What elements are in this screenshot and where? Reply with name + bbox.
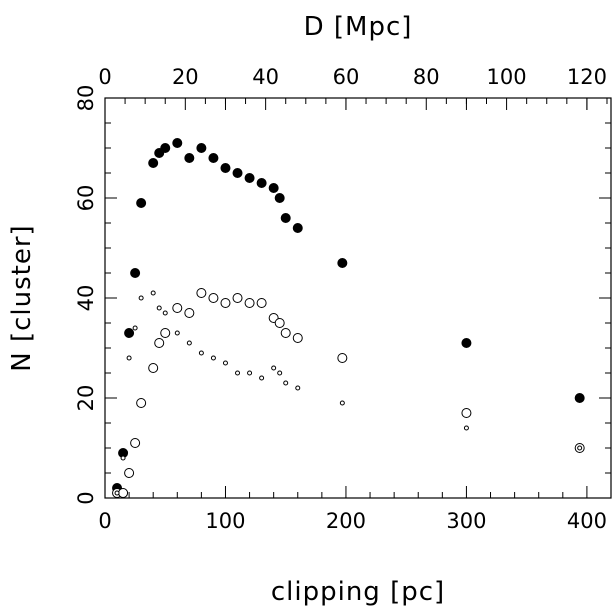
open-circle-point (337, 353, 348, 363)
axis-tick-labels: 0 100 200 300 400 0 20 40 60 80 100 120 0 20 40 60 80 (74, 65, 607, 533)
data-points (112, 138, 585, 498)
open-circle-point (244, 298, 255, 308)
y-tick-label: 60 (74, 185, 98, 212)
open-circle-point (208, 293, 219, 303)
small-circle-point (271, 365, 277, 371)
open-circle-point (130, 438, 141, 448)
open-circle-point (232, 293, 243, 303)
filled-circle-point (244, 173, 255, 183)
filled-circle-point (220, 163, 231, 173)
open-circle-point (160, 328, 171, 338)
x2-tick-label: 100 (487, 65, 527, 89)
small-circle-point (235, 370, 241, 376)
small-circle-point (339, 400, 345, 406)
small-circle-point (577, 445, 583, 451)
filled-circle-point (148, 158, 159, 168)
small-circle-point (174, 330, 180, 336)
open-circle-point (154, 338, 165, 348)
filled-circle-point (130, 268, 141, 278)
small-circle-point (277, 370, 283, 376)
y-tick-label: 40 (74, 285, 98, 312)
y-tick-label: 20 (74, 385, 98, 412)
small-circle-point (156, 305, 162, 311)
filled-circle-point (256, 178, 267, 188)
open-circle-point (136, 398, 147, 408)
y-axis-title: N [cluster] (7, 224, 37, 371)
open-circle-point (461, 408, 472, 418)
small-circle-point (186, 340, 192, 346)
small-circle-point (463, 425, 469, 431)
filled-circle-point (268, 183, 279, 193)
filled-circle-point (574, 393, 585, 403)
x-tick-label: 400 (567, 509, 607, 533)
small-circle-point (120, 455, 126, 461)
x2-tick-label: 0 (98, 65, 111, 89)
open-circle-point (184, 308, 195, 318)
small-circle-point (295, 385, 301, 391)
open-circle-point (148, 363, 159, 373)
filled-circle-point (280, 213, 291, 223)
open-circle-point (196, 288, 207, 298)
small-circle-point (210, 355, 216, 361)
open-circle-point (220, 298, 231, 308)
x2-axis-title: D [Mpc] (304, 12, 413, 42)
filled-circle-point (461, 338, 472, 348)
small-circle-point (114, 490, 120, 496)
open-circle-point (172, 303, 183, 313)
filled-circle-point (196, 143, 207, 153)
open-circle-point (280, 328, 291, 338)
x2-tick-label: 20 (172, 65, 199, 89)
x2-tick-label: 60 (333, 65, 360, 89)
filled-circle-point (184, 153, 195, 163)
open-circle-point (256, 298, 267, 308)
filled-circle-point (274, 193, 285, 203)
small-circle-point (126, 355, 132, 361)
small-circle-point (132, 325, 138, 331)
x2-tick-label: 80 (413, 65, 440, 89)
open-circle-point (118, 488, 129, 498)
x2-tick-label: 40 (252, 65, 279, 89)
filled-circle-point (136, 198, 147, 208)
small-circle-point (222, 360, 228, 366)
small-circle-point (198, 350, 204, 356)
small-circle-point (138, 295, 144, 301)
open-circle-point (124, 468, 135, 478)
axis-ticks (104, 97, 612, 499)
x2-tick-label: 120 (567, 65, 607, 89)
small-circle-point (283, 380, 289, 386)
filled-circle-point (160, 143, 171, 153)
filled-circle-point (124, 328, 135, 338)
filled-circle-point (232, 168, 243, 178)
x-tick-label: 0 (98, 509, 111, 533)
small-circle-point (162, 310, 168, 316)
filled-circle-point (292, 223, 303, 233)
filled-circle-point (172, 138, 183, 148)
x-axis-title: clipping [pc] (271, 577, 445, 607)
filled-circle-point (208, 153, 219, 163)
small-circle-point (259, 375, 265, 381)
y-tick-label: 0 (74, 491, 98, 504)
small-circle-point (150, 290, 156, 296)
open-circle-point (274, 318, 285, 328)
x-tick-label: 300 (446, 509, 486, 533)
x-tick-label: 200 (326, 509, 366, 533)
open-circle-point (292, 333, 303, 343)
x-tick-label: 100 (205, 509, 245, 533)
small-circle-point (247, 370, 253, 376)
y-tick-label: 80 (74, 85, 98, 112)
filled-circle-point (337, 258, 348, 268)
